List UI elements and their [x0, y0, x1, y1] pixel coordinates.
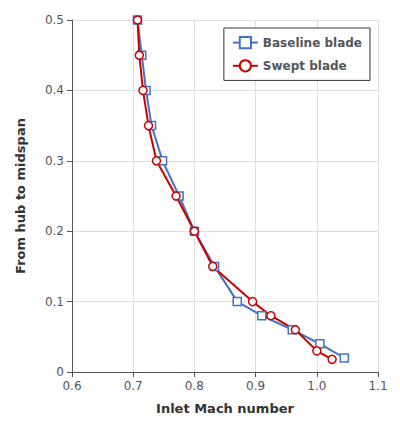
svg-text:0.6: 0.6 [62, 379, 81, 393]
svg-text:0.4: 0.4 [45, 83, 64, 97]
svg-text:0: 0 [56, 365, 64, 379]
svg-text:0.1: 0.1 [45, 295, 64, 309]
svg-text:0.7: 0.7 [124, 379, 143, 393]
svg-text:0.2: 0.2 [45, 224, 64, 238]
svg-text:Swept blade: Swept blade [263, 59, 347, 73]
svg-text:0.5: 0.5 [45, 13, 64, 27]
svg-text:From hub to midspan: From hub to midspan [13, 118, 28, 274]
svg-text:Inlet Mach number: Inlet Mach number [156, 401, 294, 416]
svg-text:0.8: 0.8 [185, 379, 204, 393]
svg-text:1.0: 1.0 [307, 379, 326, 393]
svg-text:0.3: 0.3 [45, 154, 64, 168]
svg-text:0.9: 0.9 [246, 379, 265, 393]
svg-text:Baseline blade: Baseline blade [263, 36, 362, 50]
svg-text:1.1: 1.1 [368, 379, 387, 393]
